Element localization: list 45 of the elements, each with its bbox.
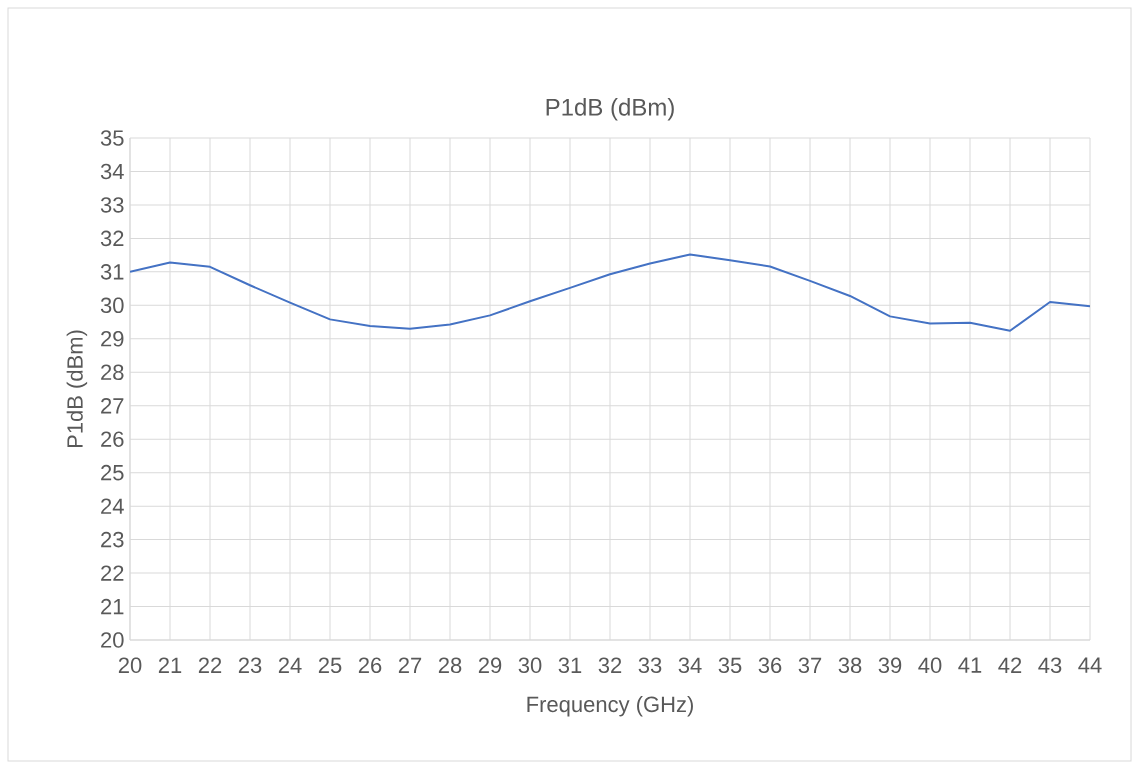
x-tick-label: 24 <box>278 657 302 673</box>
x-tick-label: 35 <box>718 657 742 674</box>
x-tick-label: 42 <box>998 657 1022 673</box>
x-tick-label: 32 <box>598 657 622 674</box>
y-tick-label: 23 <box>101 531 124 548</box>
x-tick-label: 34 <box>678 657 702 674</box>
x-tick-label: 44 <box>1078 657 1102 673</box>
y-tick-label: 25 <box>101 464 124 481</box>
chart-title: P1dB (dBm) <box>546 98 674 121</box>
y-tick-label: 29 <box>101 331 124 347</box>
y-tick-label: 35 <box>100 130 124 146</box>
x-tick-label: 21 <box>158 657 182 673</box>
y-tick-label: 21 <box>101 598 124 615</box>
y-tick-label: 24 <box>101 498 124 514</box>
y-tick-label: 30 <box>100 297 124 314</box>
x-tick-label: 20 <box>118 657 142 674</box>
x-tick-label: 22 <box>198 657 222 673</box>
x-tick-label: 23 <box>238 657 262 674</box>
x-tick-label: 43 <box>1038 657 1062 674</box>
x-tick-label: 38 <box>838 657 862 674</box>
y-axis-title: P1dB (dBm) <box>66 330 88 448</box>
x-tick-label: 36 <box>758 657 782 674</box>
x-tick-label: 26 <box>358 657 382 674</box>
x-tick-label: 25 <box>318 657 342 674</box>
x-tick-label: 28 <box>438 657 462 674</box>
x-tick-label: 33 <box>638 657 662 674</box>
y-tick-label: 20 <box>101 632 124 648</box>
x-tick-label: 40 <box>918 657 942 674</box>
x-tick-label: 41 <box>958 657 982 673</box>
y-tick-label: 33 <box>100 197 124 213</box>
x-tick-label: 31 <box>558 657 582 674</box>
y-tick-label: 32 <box>100 230 124 247</box>
y-tick-label: 28 <box>101 364 124 381</box>
y-tick-label: 27 <box>101 398 124 414</box>
x-axis-title: Frequency (GHz) <box>527 695 693 717</box>
y-tick-label: 34 <box>100 163 124 180</box>
line-series <box>130 253 1091 332</box>
x-tick-label: 37 <box>798 657 822 674</box>
x-tick-label: 27 <box>398 657 422 673</box>
x-tick-label: 29 <box>478 657 502 674</box>
y-tick-label: 31 <box>100 264 124 280</box>
x-tick-label: 39 <box>878 657 902 674</box>
y-tick-label: 26 <box>101 431 124 447</box>
y-tick-label: 22 <box>101 565 124 581</box>
x-tick-label: 30 <box>518 657 542 674</box>
